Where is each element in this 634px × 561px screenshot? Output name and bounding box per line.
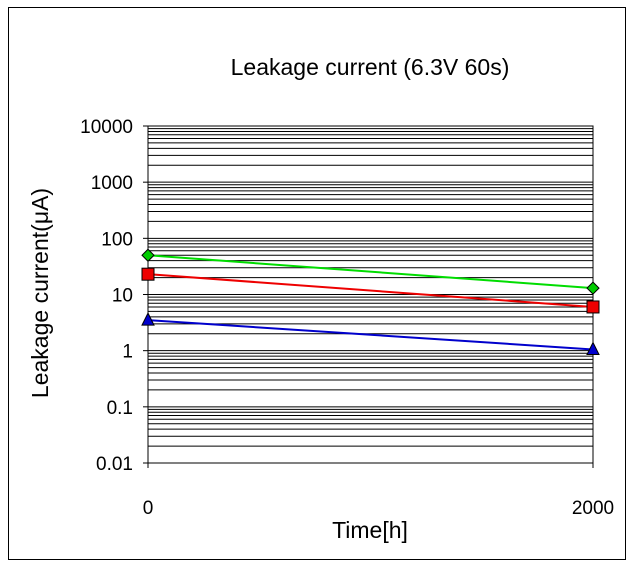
- data-point-square: [141, 267, 155, 281]
- grid: [148, 128, 593, 447]
- y-tick-label: 1: [122, 342, 133, 363]
- y-tick-label: 10000: [80, 117, 133, 138]
- y-axis-title: Leakage current(μA): [27, 188, 53, 398]
- data-point-diamond: [141, 248, 155, 262]
- y-tick-label: 10: [112, 286, 133, 307]
- x-tick-label: 2000: [572, 498, 614, 519]
- data-point-triangle: [141, 311, 155, 326]
- y-axis-ticks: 0.01 0.1 1 10 100 1000 10000: [80, 117, 148, 475]
- y-tick-label: 0.1: [107, 398, 133, 419]
- data-point-diamond: [586, 281, 600, 295]
- series-1: [141, 248, 600, 295]
- data-point-triangle: [586, 341, 600, 355]
- data-point-square: [586, 300, 600, 314]
- series-group: [141, 248, 600, 355]
- y-tick-label: 1000: [91, 173, 133, 194]
- series-line: [147, 319, 594, 351]
- series-2: [141, 267, 600, 314]
- series-3: [141, 311, 600, 355]
- x-tick-label: 0: [143, 498, 154, 519]
- x-axis-ticks: 0 2000: [143, 463, 614, 519]
- y-tick-label: 100: [101, 229, 133, 250]
- chart-title: Leakage current (6.3V 60s): [231, 54, 510, 80]
- x-axis-title: Time[h]: [332, 517, 408, 543]
- y-tick-label: 0.01: [96, 454, 133, 475]
- series-line: [147, 254, 594, 290]
- series-line: [147, 273, 594, 308]
